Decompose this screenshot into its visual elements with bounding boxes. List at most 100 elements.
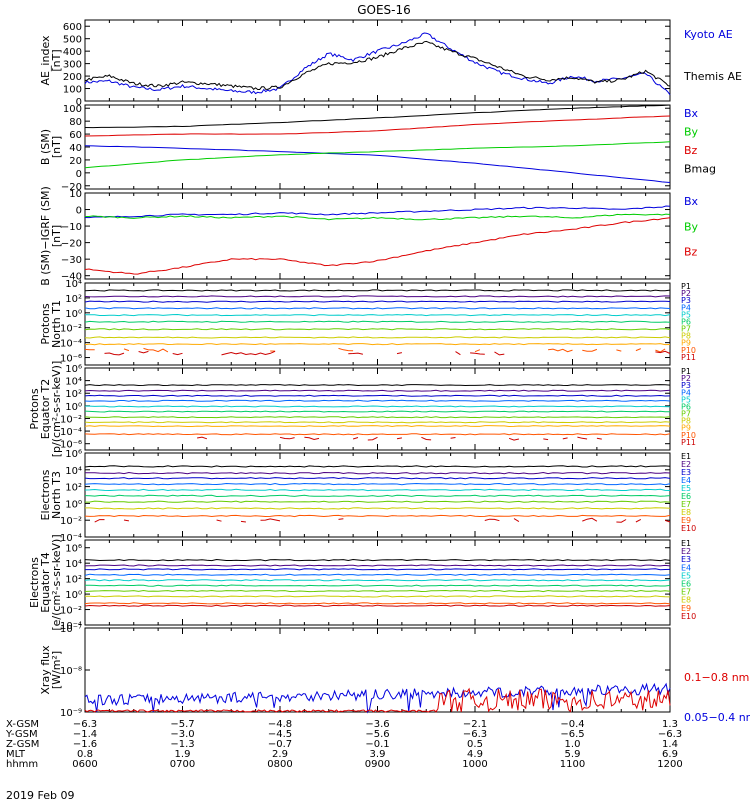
series-line	[85, 568, 671, 571]
series-line	[84, 595, 671, 598]
series-line	[85, 213, 671, 221]
x-cell-value: 0900	[365, 759, 390, 770]
x-cell-value: 0600	[72, 759, 97, 770]
panel-frame	[84, 539, 671, 626]
y-tick-label: 10⁻⁴	[60, 339, 82, 350]
legend-label: E5	[681, 571, 691, 580]
series-line	[84, 394, 671, 397]
legend-label: P3	[681, 381, 691, 390]
x-cell-value: −2.1	[463, 719, 487, 730]
legend-label: Kyoto AE	[684, 28, 733, 41]
x-cell-value: −3.6	[365, 719, 389, 730]
series-line	[84, 307, 671, 310]
legend-label: E4	[681, 476, 691, 485]
y-axis-label: Electrons	[28, 557, 41, 608]
series-line	[84, 104, 671, 129]
legend-label: E9	[681, 516, 691, 525]
y-tick-label: 10⁶	[65, 364, 82, 375]
legend-label: E7	[681, 588, 691, 597]
y-tick-label: 10⁻⁹	[60, 708, 82, 719]
y-tick-label: 10⁴	[65, 559, 82, 570]
legend-label: E6	[681, 492, 691, 501]
y-axis-label: Protons	[28, 388, 41, 429]
y-tick-label: 10²	[65, 483, 82, 494]
y-tick-label: 10⁴	[65, 377, 82, 388]
y-axis-label: Xray flux	[39, 645, 52, 695]
legend-label: P7	[681, 325, 691, 334]
series-line	[84, 320, 671, 323]
x-cell-value: 0.5	[467, 739, 483, 750]
series-line	[84, 687, 671, 713]
series-line	[84, 558, 671, 562]
legend-label: E6	[681, 580, 691, 589]
series-line	[84, 573, 671, 576]
y-tick-label: −40	[61, 272, 82, 283]
panel-2: −20 0 20 40 60 80 100 B (SM)[nT] Bx By Bz Bmag	[39, 104, 716, 193]
legend-label: E9	[681, 604, 691, 613]
x-row-label: X-GSM	[6, 719, 39, 730]
series-line	[84, 589, 671, 593]
y-axis-label: B (SM)−IGRF (SM)	[39, 186, 52, 286]
panel-frame	[84, 282, 671, 366]
series-line	[84, 399, 671, 402]
legend-label: P10	[681, 431, 696, 440]
legend-label: P1	[681, 367, 691, 376]
series-line	[84, 682, 671, 714]
y-axis-label: North T1	[50, 300, 63, 348]
series-line	[84, 384, 671, 387]
x-row-label: MLT	[6, 749, 26, 760]
y-axis-label: [nT]	[50, 49, 63, 71]
y-tick-label: −10	[61, 222, 82, 233]
legend-label: P5	[681, 310, 691, 319]
y-axis-label: [nT]	[50, 136, 63, 158]
y-axis-label: Equator T4	[39, 552, 52, 612]
series-line	[85, 507, 671, 510]
legend-label: P8	[681, 417, 691, 426]
x-cell-value: 6.9	[662, 749, 678, 760]
y-axis-label: AE_index	[39, 35, 52, 86]
y-tick-label: 10⁻²	[60, 606, 82, 617]
x-cell-value: 1200	[657, 759, 682, 770]
chart-title: GOES-16	[357, 3, 411, 17]
legend-label: P3	[681, 296, 691, 305]
y-tick-label: 400	[63, 47, 82, 58]
y-axis-label: North T3	[50, 471, 63, 519]
x-cell-value: −6.5	[560, 729, 584, 740]
y-tick-label: 40	[69, 143, 82, 154]
x-cell-value: 4.9	[467, 749, 483, 760]
panel-frame	[84, 192, 671, 280]
y-tick-label: 300	[63, 60, 82, 71]
x-cell-value: 0700	[170, 759, 195, 770]
x-cell-value: 0800	[267, 759, 292, 770]
x-cell-value: −6.3	[73, 719, 97, 730]
legend-label: P1	[681, 282, 691, 291]
series-line	[84, 421, 671, 424]
series-line	[84, 205, 671, 219]
legend-label: 0.1−0.8 nm	[684, 671, 749, 684]
legend-label: P10	[681, 346, 696, 355]
series-line	[84, 300, 671, 303]
x-cell-value: 2.9	[272, 749, 288, 760]
y-axis-label: [e/(cm²-s-sr-keV)]	[50, 534, 63, 630]
legend-label: E8	[681, 508, 691, 517]
y-tick-label: 10⁰	[65, 402, 82, 413]
x-cell-value: 3.9	[370, 749, 386, 760]
series-line	[94, 517, 671, 523]
y-tick-label: 10⁰	[65, 590, 82, 601]
legend-label: E7	[681, 500, 691, 509]
series-line	[84, 115, 671, 137]
y-tick-label: 10⁰	[65, 499, 82, 510]
y-tick-label: 10⁰	[65, 309, 82, 320]
legend-label: P4	[681, 303, 691, 312]
y-tick-label: −20	[61, 239, 82, 250]
y-tick-label: 10	[69, 189, 82, 200]
y-tick-label: 10⁻⁸	[60, 666, 82, 677]
x-cell-value: −1.4	[73, 729, 97, 740]
x-cell-value: 0.8	[77, 749, 93, 760]
legend-label: P6	[681, 317, 691, 326]
legend-label: P11	[681, 353, 696, 362]
legend-label: P6	[681, 402, 691, 411]
y-tick-label: 10⁻²	[60, 414, 82, 425]
